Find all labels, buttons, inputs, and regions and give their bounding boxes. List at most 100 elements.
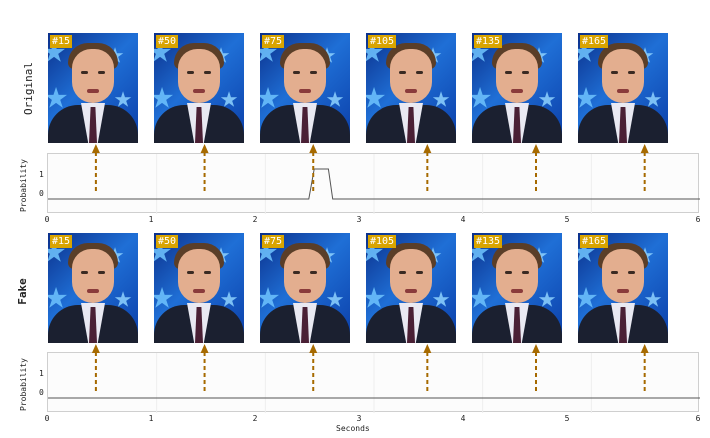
star-decoration: ★ bbox=[538, 80, 557, 115]
y-tick-label: 0 bbox=[39, 189, 44, 198]
frame-original-5: ★★★★#135 bbox=[472, 33, 562, 143]
y-tick-label: 0 bbox=[39, 388, 44, 397]
star-decoration: ★ bbox=[366, 272, 387, 318]
portrait-eye bbox=[293, 271, 300, 274]
x-tick-label: 6 bbox=[695, 215, 701, 224]
probability-plot-original bbox=[47, 153, 700, 214]
portrait-tie bbox=[89, 307, 97, 343]
probability-line-original bbox=[48, 168, 700, 200]
frame-fake-4: ★★★★#105 bbox=[366, 233, 456, 343]
frame-fake-5: ★★★★#135 bbox=[472, 233, 562, 343]
frame-number-badge: #135 bbox=[474, 235, 503, 248]
portrait-mouth bbox=[87, 289, 99, 293]
portrait-head bbox=[72, 249, 114, 303]
portrait-eye bbox=[98, 71, 105, 74]
portrait-mouth bbox=[299, 89, 311, 93]
portrait-eye bbox=[187, 271, 194, 274]
x-tick-label: 2 bbox=[252, 414, 258, 423]
portrait-head bbox=[390, 49, 432, 103]
portrait-head bbox=[602, 49, 644, 103]
y-tick-label: 1 bbox=[39, 170, 44, 179]
portrait-eye bbox=[505, 71, 512, 74]
star-decoration: ★ bbox=[644, 280, 663, 315]
x-tick-label: 5 bbox=[564, 414, 570, 423]
star-decoration: ★ bbox=[48, 272, 69, 318]
star-decoration: ★ bbox=[472, 272, 493, 318]
portrait-eye bbox=[204, 271, 211, 274]
star-decoration: ★ bbox=[220, 80, 239, 115]
x-tick-label: 0 bbox=[44, 215, 50, 224]
frame-fake-6: ★★★★#165 bbox=[578, 233, 668, 343]
plot-original-grid bbox=[156, 154, 592, 214]
portrait-eye bbox=[416, 71, 423, 74]
frame-original-1: ★★★★#15 bbox=[48, 33, 138, 143]
portrait-head bbox=[72, 49, 114, 103]
portrait-tie bbox=[407, 107, 415, 143]
x-tick-label: 6 bbox=[695, 414, 701, 423]
portrait-eye bbox=[399, 271, 406, 274]
portrait-mouth bbox=[193, 89, 205, 93]
x-tick-label: 3 bbox=[356, 414, 362, 423]
portrait-head bbox=[284, 249, 326, 303]
frame-fake-2: ★★★★#50 bbox=[154, 233, 244, 343]
portrait-eye bbox=[416, 271, 423, 274]
portrait-tie bbox=[619, 107, 627, 143]
portrait-mouth bbox=[617, 89, 629, 93]
probability-plot-fake bbox=[47, 352, 700, 413]
star-decoration: ★ bbox=[432, 280, 451, 315]
portrait-mouth bbox=[617, 289, 629, 293]
frame-original-2: ★★★★#50 bbox=[154, 33, 244, 143]
portrait-tie bbox=[195, 307, 203, 343]
frame-number-badge: #105 bbox=[368, 235, 397, 248]
portrait-head bbox=[390, 249, 432, 303]
portrait-mouth bbox=[405, 89, 417, 93]
portrait-head bbox=[602, 249, 644, 303]
portrait-eye bbox=[628, 271, 635, 274]
portrait-eye bbox=[611, 271, 618, 274]
y-axis-label: Probability bbox=[18, 159, 28, 212]
portrait-head bbox=[178, 49, 220, 103]
portrait-eye bbox=[98, 271, 105, 274]
frame-number-badge: #165 bbox=[580, 35, 609, 48]
portrait-tie bbox=[195, 107, 203, 143]
plot-svg-original bbox=[48, 154, 700, 214]
star-decoration: ★ bbox=[154, 72, 175, 118]
portrait-eye bbox=[611, 71, 618, 74]
star-decoration: ★ bbox=[366, 72, 387, 118]
portrait-head bbox=[178, 249, 220, 303]
frame-original-4: ★★★★#105 bbox=[366, 33, 456, 143]
frame-fake-3: ★★★★#75 bbox=[260, 233, 350, 343]
portrait-head bbox=[496, 49, 538, 103]
portrait-eye bbox=[204, 71, 211, 74]
row-label-original: Original bbox=[21, 62, 35, 115]
portrait-eye bbox=[628, 71, 635, 74]
star-decoration: ★ bbox=[48, 72, 69, 118]
frame-number-badge: #165 bbox=[580, 235, 609, 248]
portrait-tie bbox=[513, 307, 521, 343]
plot-svg-fake bbox=[48, 353, 700, 413]
x-tick-label: 4 bbox=[460, 215, 466, 224]
portrait-mouth bbox=[511, 89, 523, 93]
star-decoration: ★ bbox=[432, 80, 451, 115]
star-decoration: ★ bbox=[114, 280, 133, 315]
portrait-eye bbox=[310, 71, 317, 74]
star-decoration: ★ bbox=[578, 272, 599, 318]
frame-original-3: ★★★★#75 bbox=[260, 33, 350, 143]
x-tick-label: 1 bbox=[148, 414, 154, 423]
portrait-eye bbox=[522, 271, 529, 274]
portrait-mouth bbox=[193, 289, 205, 293]
frame-number-badge: #15 bbox=[50, 35, 73, 48]
x-tick-label: 2 bbox=[252, 215, 258, 224]
star-decoration: ★ bbox=[154, 272, 175, 318]
frame-number-badge: #50 bbox=[156, 235, 179, 248]
frame-number-badge: #135 bbox=[474, 35, 503, 48]
portrait-eye bbox=[310, 271, 317, 274]
star-decoration: ★ bbox=[114, 80, 133, 115]
star-decoration: ★ bbox=[326, 80, 345, 115]
portrait-eye bbox=[81, 71, 88, 74]
frame-number-badge: #50 bbox=[156, 35, 179, 48]
portrait-mouth bbox=[511, 289, 523, 293]
portrait-eye bbox=[81, 271, 88, 274]
portrait-tie bbox=[301, 107, 309, 143]
portrait-tie bbox=[89, 107, 97, 143]
